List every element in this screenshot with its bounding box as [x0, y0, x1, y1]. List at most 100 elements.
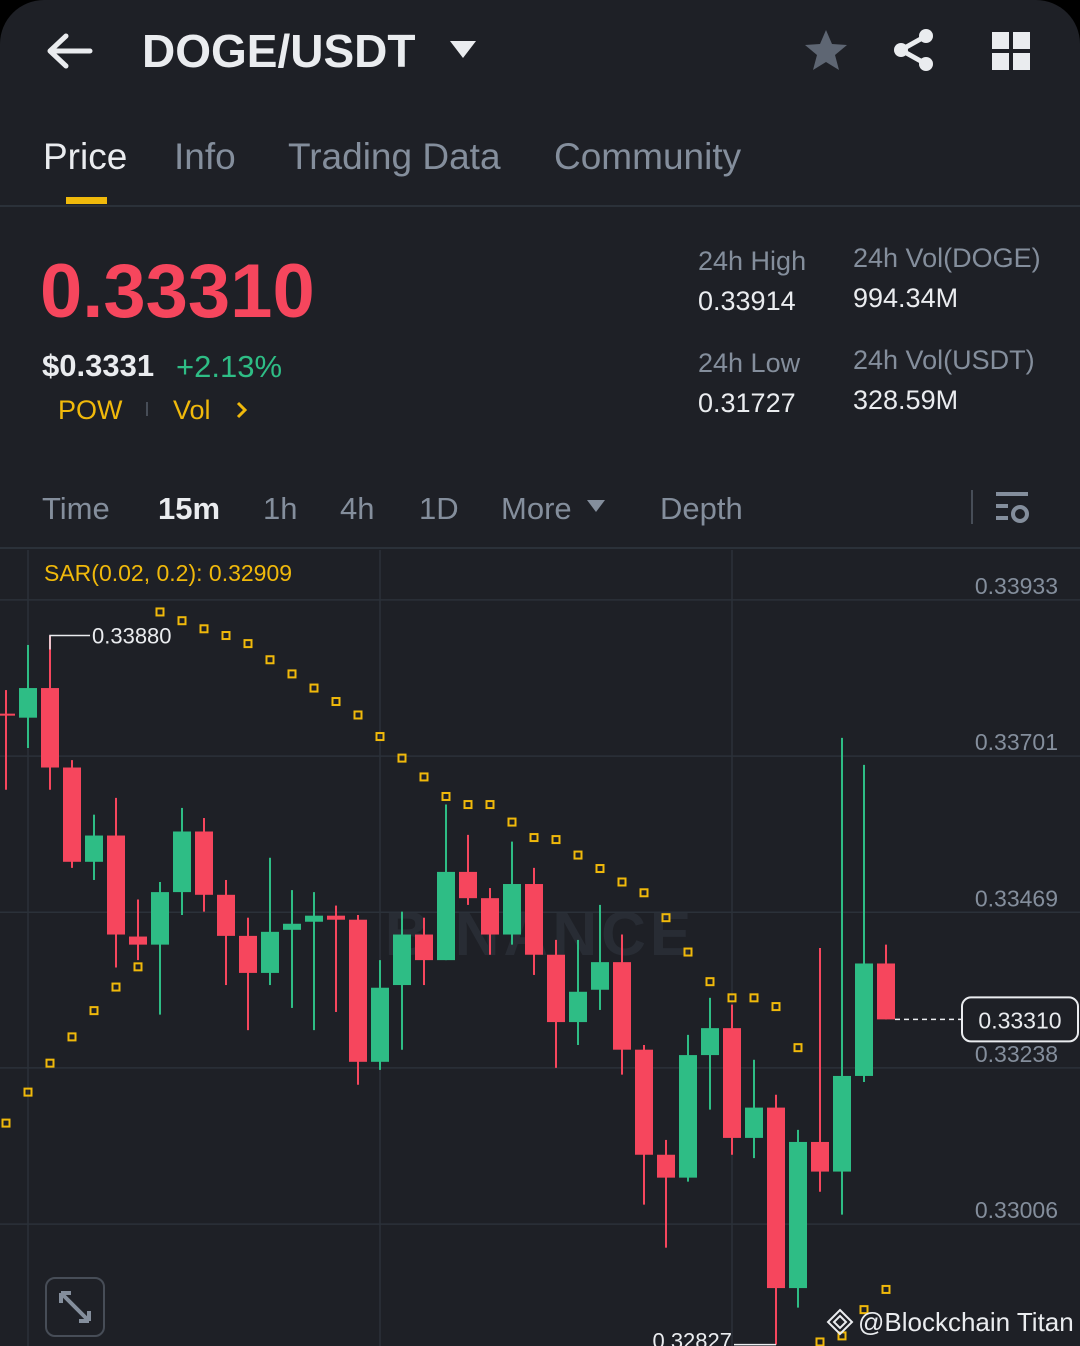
divider — [0, 205, 1080, 207]
candle-body — [789, 1141, 807, 1289]
price-change: +2.13% — [176, 349, 283, 384]
tab[interactable]: Price — [43, 136, 128, 177]
divider — [0, 547, 1080, 549]
candle-body — [723, 1028, 741, 1138]
last-price-box — [961, 996, 1079, 1043]
candle-body — [635, 1049, 653, 1155]
stat-label: 24h Vol(DOGE) — [853, 243, 1041, 273]
share-icon[interactable] — [892, 28, 936, 72]
tag[interactable]: Vol — [173, 395, 211, 425]
pair-title[interactable]: DOGE/USDT — [142, 25, 416, 77]
candle-body — [305, 915, 323, 922]
sar-dot — [23, 1087, 33, 1097]
chevron — [236, 401, 248, 419]
credit: @Blockchain Titan — [858, 1307, 1074, 1337]
sar-dot — [133, 962, 143, 972]
candle-body — [19, 688, 37, 718]
candle-body — [349, 919, 367, 1062]
sar-dot — [727, 993, 737, 1003]
candle-body — [877, 963, 895, 1020]
tag[interactable]: POW — [58, 395, 123, 425]
stat-value: 0.31727 — [698, 388, 796, 418]
sar-dot — [815, 1337, 825, 1346]
tab[interactable]: Trading Data — [288, 136, 501, 177]
y-tick-label: 0.33006 — [975, 1197, 1058, 1223]
candle-body — [437, 871, 455, 961]
interval[interactable]: More — [501, 491, 572, 526]
candle-body — [239, 935, 257, 973]
expand-icon — [59, 1291, 91, 1323]
y-tick-label: 0.33933 — [975, 573, 1058, 599]
stat-value: 0.33914 — [698, 286, 796, 316]
candle-body — [767, 1107, 785, 1289]
chart-settings-icon[interactable] — [994, 490, 1032, 526]
candle-body — [679, 1055, 697, 1178]
layout-icon[interactable] — [992, 32, 1032, 72]
candle-body — [261, 931, 279, 973]
candle-body — [217, 894, 235, 936]
sar-dot — [419, 772, 429, 782]
tab[interactable]: Info — [174, 136, 236, 177]
interval[interactable]: 1h — [263, 491, 298, 526]
sar-dot — [353, 710, 363, 720]
candle-body — [327, 915, 345, 920]
candle-body — [481, 898, 499, 935]
max-marker-line — [49, 634, 90, 650]
sar-dot — [287, 669, 297, 679]
candle-body — [459, 871, 477, 899]
interval[interactable]: 1D — [419, 491, 459, 526]
y-tick-label: 0.33238 — [975, 1041, 1058, 1067]
sar-dot — [397, 753, 407, 763]
sar-dot — [331, 697, 341, 707]
candle-body — [701, 1028, 719, 1056]
sar-dot — [111, 982, 121, 992]
last-price: 0.33310 — [40, 249, 315, 334]
interval[interactable]: Depth — [660, 491, 743, 526]
candle-body — [283, 923, 301, 930]
credit-logo — [826, 1308, 854, 1336]
sar-dot — [529, 833, 539, 843]
candle-body — [657, 1154, 675, 1178]
sar-dot — [485, 800, 495, 810]
stat-label: 24h High — [698, 246, 807, 276]
sar-dot — [463, 800, 473, 810]
sar-dot — [749, 993, 759, 1003]
candle-body — [41, 688, 59, 768]
tab[interactable]: Community — [554, 136, 742, 177]
candle-body — [173, 831, 191, 893]
sar-dot — [89, 1006, 99, 1016]
sar-dot — [199, 624, 209, 634]
sar-dot — [177, 616, 187, 626]
sar-dot — [683, 947, 693, 957]
sar-dot — [221, 631, 231, 641]
pair-dropdown[interactable] — [448, 38, 478, 62]
stat-value: 994.34M — [853, 283, 959, 313]
sar-dot — [705, 977, 715, 987]
max-label: 0.33880 — [92, 624, 172, 649]
candle-body — [415, 934, 433, 961]
sar-dot — [793, 1043, 803, 1053]
candle-body — [811, 1141, 829, 1172]
interval[interactable]: Time — [42, 491, 110, 526]
stat-label: 24h Vol(USDT) — [853, 345, 1035, 375]
back-button[interactable] — [40, 28, 100, 74]
y-tick-label: 0.33701 — [975, 729, 1058, 755]
sar-dot — [551, 835, 561, 845]
sar-dot — [265, 655, 275, 665]
interval[interactable]: 4h — [340, 491, 375, 526]
indicator-label: SAR(0.02, 0.2): 0.32909 — [44, 560, 292, 586]
candle-body — [745, 1107, 763, 1138]
interval[interactable]: 15m — [158, 491, 221, 526]
favorite-icon[interactable] — [804, 28, 848, 72]
candle-body — [833, 1075, 851, 1172]
candle-body — [195, 831, 213, 895]
candle-body — [855, 963, 873, 1076]
expand-button[interactable] — [45, 1277, 105, 1337]
sar-dot — [573, 850, 583, 860]
candle-body — [0, 713, 15, 716]
candle-body — [129, 936, 147, 945]
candle-body — [569, 991, 587, 1023]
sar-dot — [375, 732, 385, 742]
more-caret — [587, 500, 605, 512]
